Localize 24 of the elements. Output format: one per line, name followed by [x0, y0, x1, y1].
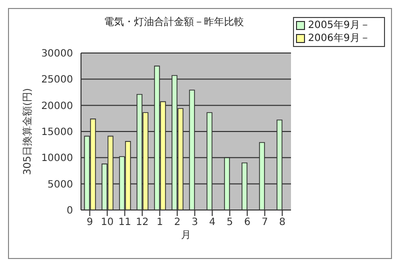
x-tick-label: 8: [279, 217, 286, 228]
x-tick-label: 10: [100, 217, 114, 228]
legend-label: 2005年9月－: [308, 19, 370, 32]
y-tick-label: 15000: [41, 127, 73, 138]
x-axis-title: 月: [181, 230, 191, 241]
x-tick-label: 3: [192, 217, 198, 228]
y-axis-title: 305日換算金額(円): [22, 88, 34, 175]
x-tick-label: 1: [156, 217, 163, 228]
chart-title: 電気・灯油合計金額－昨年比較: [104, 17, 244, 28]
x-tick-label: 5: [226, 217, 233, 228]
y-tick-label: 25000: [41, 74, 73, 86]
y-tick-label: 10000: [41, 153, 73, 164]
x-tick-label: 6: [244, 217, 250, 228]
x-tick-label: 2: [174, 217, 180, 228]
y-tick-label: 20000: [41, 100, 73, 112]
x-tick-label: 9: [86, 217, 93, 228]
y-tick-label: 5000: [48, 179, 73, 190]
y-tick-label: 30000: [41, 48, 73, 60]
legend-label: 2006年9月－: [308, 32, 370, 45]
x-tick-label: 11: [118, 217, 132, 228]
x-tick-label: 7: [262, 217, 268, 228]
x-tick-label: 4: [209, 217, 216, 228]
x-tick-label: 12: [136, 217, 149, 228]
y-tick-label: 0: [66, 206, 73, 217]
